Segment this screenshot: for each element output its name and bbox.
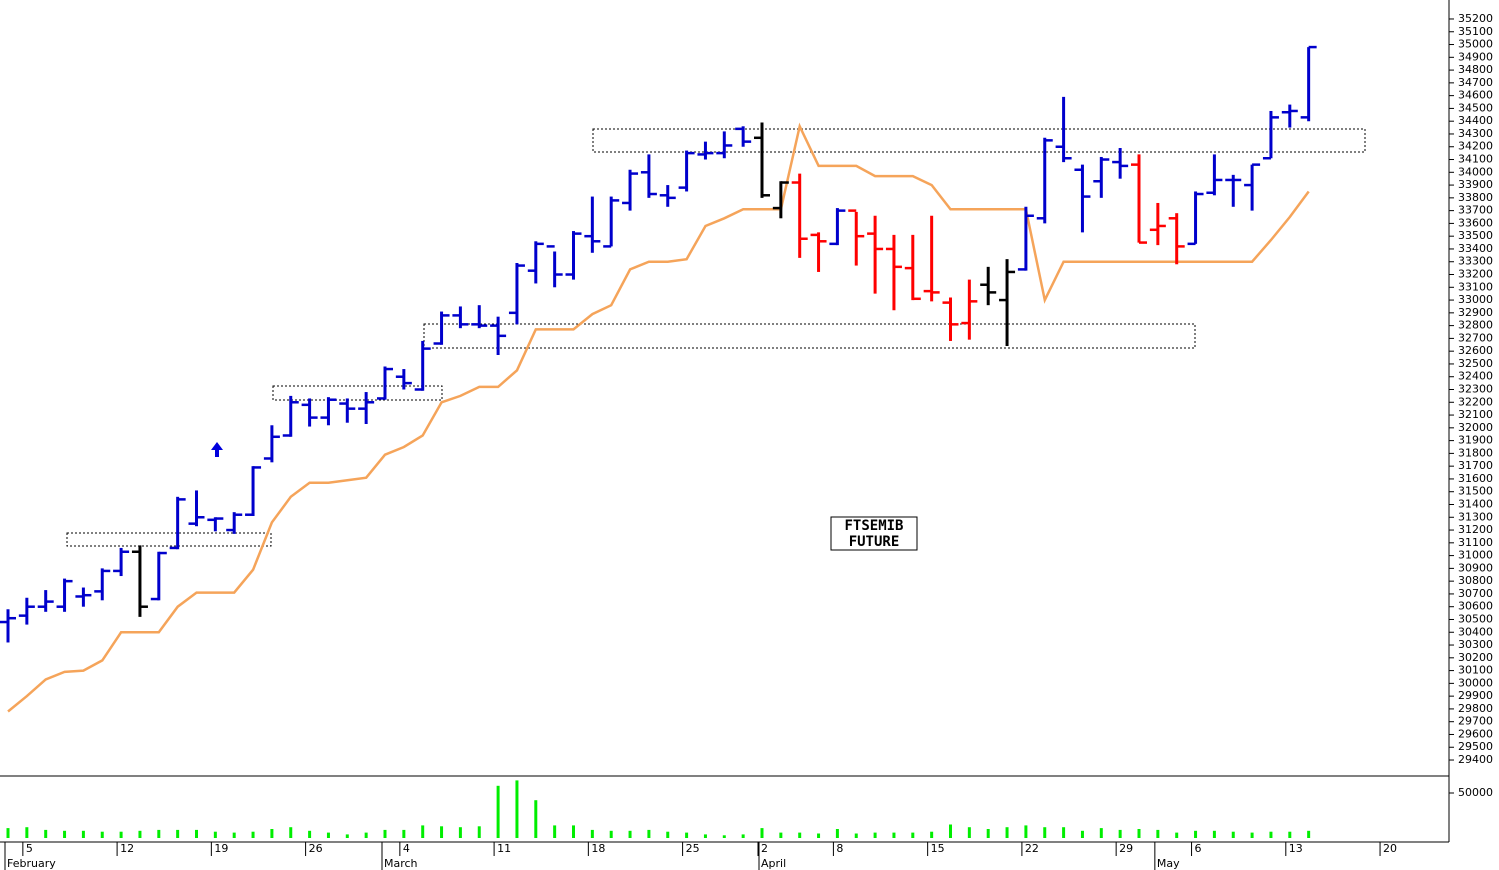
- y-tick-label: 34900: [1458, 50, 1493, 63]
- y-tick-label: 31200: [1458, 523, 1493, 536]
- y-tick-label: 34500: [1458, 101, 1493, 114]
- x-tick-label: 2: [761, 842, 768, 855]
- y-tick-label: 29700: [1458, 715, 1493, 728]
- y-tick-label: 30200: [1458, 651, 1493, 664]
- zones: [66, 128, 1366, 547]
- y-tick-label: 34000: [1458, 165, 1493, 178]
- y-tick-label: 32100: [1458, 408, 1493, 421]
- x-tick-label: 4: [403, 842, 410, 855]
- y-tick-label: 30300: [1458, 638, 1493, 651]
- x-tick-label: 15: [931, 842, 945, 855]
- x-tick-label: 6: [1195, 842, 1202, 855]
- y-tick-label: 33400: [1458, 242, 1493, 255]
- y-tick-label: 32200: [1458, 395, 1493, 408]
- month-label: April: [761, 857, 786, 870]
- x-tick-label: 12: [120, 842, 134, 855]
- y-tick-label: 33600: [1458, 216, 1493, 229]
- x-tick-label: 18: [591, 842, 605, 855]
- y-tick-label: 32900: [1458, 306, 1493, 319]
- y-tick-label: 34100: [1458, 153, 1493, 166]
- annotation: FUTURE: [849, 534, 900, 550]
- x-tick-label: 20: [1383, 842, 1397, 855]
- y-tick-label: 30800: [1458, 574, 1493, 587]
- zone-box: [66, 532, 272, 547]
- y-tick-label: 32600: [1458, 344, 1493, 357]
- y-tick-label: 32800: [1458, 319, 1493, 332]
- y-tick-label: 31700: [1458, 459, 1493, 472]
- y-tick-label: 30700: [1458, 587, 1493, 600]
- x-tick-label: 8: [836, 842, 843, 855]
- y-tick-label: 34600: [1458, 89, 1493, 102]
- x-tick-label: 29: [1119, 842, 1133, 855]
- y-tick-label: 31900: [1458, 434, 1493, 447]
- month-label: February: [7, 857, 56, 870]
- y-tick-label: 31400: [1458, 497, 1493, 510]
- y-tick-label: 33500: [1458, 229, 1493, 242]
- y-tick-label: 35100: [1458, 25, 1493, 38]
- zone-box: [423, 323, 1196, 349]
- zone-box: [272, 385, 443, 401]
- y-tick-label: 34300: [1458, 127, 1493, 140]
- y-tick-label: 29600: [1458, 727, 1493, 740]
- y-tick-label: 32500: [1458, 357, 1493, 370]
- y-tick-label: 32000: [1458, 421, 1493, 434]
- y-tick-label: 50000: [1458, 786, 1493, 799]
- y-tick-label: 30900: [1458, 561, 1493, 574]
- y-tick-label: 32400: [1458, 370, 1493, 383]
- y-tick-label: 30000: [1458, 676, 1493, 689]
- y-tick-label: 32300: [1458, 383, 1493, 396]
- arrow: [211, 442, 223, 457]
- y-tick-label: 30600: [1458, 600, 1493, 613]
- y-tick-label: 33700: [1458, 204, 1493, 217]
- y-tick-label: 31300: [1458, 510, 1493, 523]
- x-tick-label: 26: [309, 842, 323, 855]
- annotation-box: [830, 516, 918, 551]
- y-tick-label: 34400: [1458, 114, 1493, 127]
- y-tick-label: 32700: [1458, 331, 1493, 344]
- y-tick-label: 33200: [1458, 268, 1493, 281]
- y-tick-label: 30500: [1458, 612, 1493, 625]
- y-tick-label: 29500: [1458, 740, 1493, 753]
- y-tick-label: 33900: [1458, 178, 1493, 191]
- y-tick-label: 34200: [1458, 140, 1493, 153]
- y-tick-label: 34800: [1458, 63, 1493, 76]
- y-tick-label: 29900: [1458, 689, 1493, 702]
- x-tick-label: 5: [26, 842, 33, 855]
- x-tick-label: 13: [1289, 842, 1303, 855]
- y-tick-label: 33300: [1458, 255, 1493, 268]
- y-tick-label: 29800: [1458, 702, 1493, 715]
- x-tick-label: 11: [497, 842, 511, 855]
- y-tick-label: 30400: [1458, 625, 1493, 638]
- trail-line: [7, 122, 1310, 713]
- x-tick-label: 19: [214, 842, 228, 855]
- annotation: FTSEMIB: [844, 518, 903, 534]
- zone-box: [592, 128, 1366, 153]
- x-tick-label: 22: [1025, 842, 1039, 855]
- y-tick-label: 35200: [1458, 12, 1493, 25]
- y-tick-label: 31100: [1458, 536, 1493, 549]
- y-tick-label: 33000: [1458, 293, 1493, 306]
- month-label: May: [1157, 857, 1180, 870]
- y-tick-label: 30100: [1458, 664, 1493, 677]
- y-tick-label: 34700: [1458, 76, 1493, 89]
- y-tick-label: 31500: [1458, 485, 1493, 498]
- y-tick-label: 31000: [1458, 549, 1493, 562]
- y-tick-label: 31800: [1458, 446, 1493, 459]
- y-tick-label: 33800: [1458, 191, 1493, 204]
- y-tick-label: 33100: [1458, 280, 1493, 293]
- y-tick-label: 31600: [1458, 472, 1493, 485]
- month-label: March: [384, 857, 418, 870]
- y-tick-label: 35000: [1458, 38, 1493, 51]
- y-tick-label: 29400: [1458, 753, 1493, 766]
- x-tick-label: 25: [686, 842, 700, 855]
